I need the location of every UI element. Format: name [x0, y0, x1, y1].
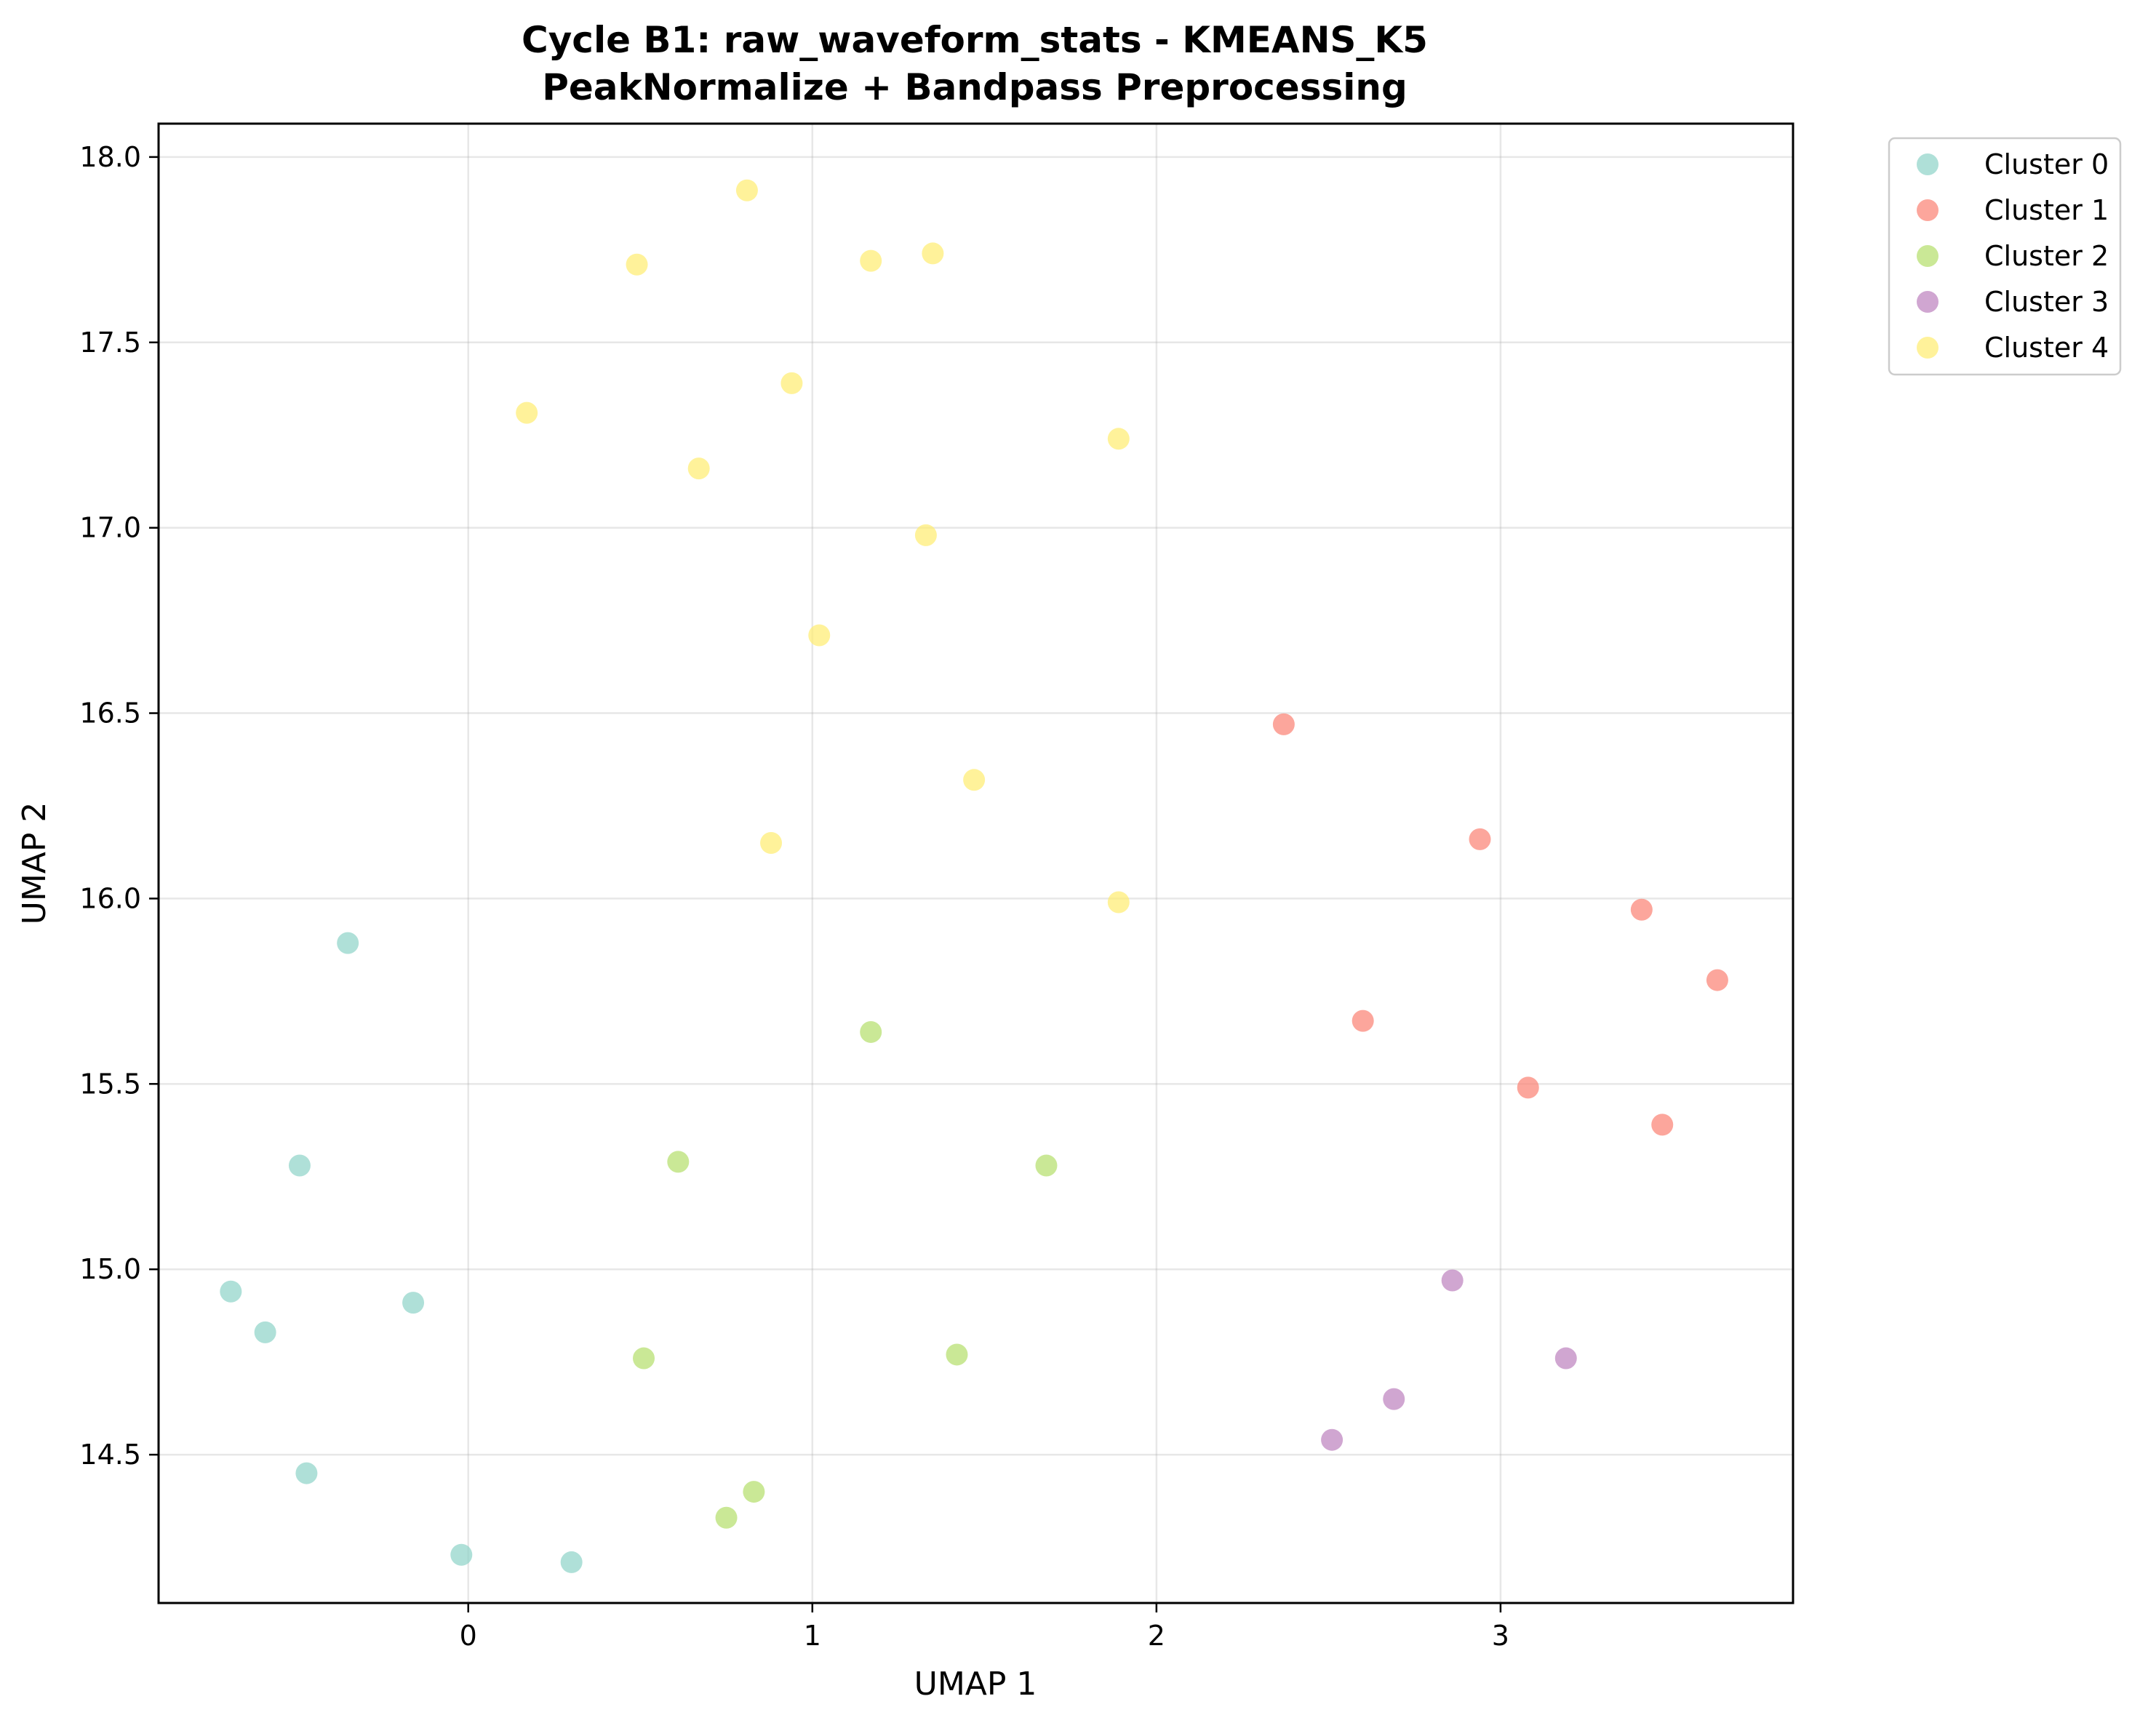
cluster-2-point [946, 1343, 968, 1366]
legend-label-cluster-3: Cluster 3 [1984, 286, 2109, 318]
cluster-1-point [1272, 713, 1295, 735]
y-tick-label: 18.0 [79, 141, 141, 173]
cluster-3-point [1554, 1347, 1577, 1370]
cluster-4-point [516, 401, 538, 424]
y-tick-label: 17.5 [79, 327, 141, 359]
cluster-0-point [402, 1292, 425, 1314]
legend-marker-cluster-1 [1917, 199, 1939, 221]
cluster-2-point [860, 1020, 882, 1043]
data-points [220, 179, 1728, 1573]
cluster-4-point [922, 242, 944, 265]
cluster-1-point [1630, 898, 1653, 921]
cluster-3-point [1441, 1269, 1464, 1292]
legend-marker-cluster-3 [1917, 291, 1939, 313]
cluster-2-point [715, 1506, 738, 1529]
chart-title-line-2: PeakNormalize + Bandpass Preprocessing [542, 66, 1408, 108]
legend-box [1888, 137, 2122, 376]
cluster-4-point [735, 179, 758, 201]
legend: Cluster 0 Cluster 1 Cluster 2 Cluster 3 Clus… [1888, 137, 2122, 376]
grid [159, 124, 1793, 1603]
cluster-1-point [1517, 1076, 1539, 1099]
cluster-4-point [626, 253, 648, 276]
legend-label-cluster-1: Cluster 1 [1984, 194, 2109, 226]
y-tick-label: 15.5 [79, 1068, 141, 1100]
cluster-4-point [760, 831, 783, 854]
y-tick-label: 14.5 [79, 1439, 141, 1471]
cluster-0-point [337, 932, 359, 954]
cluster-2-point [667, 1151, 690, 1173]
x-axis-label: UMAP 1 [914, 1666, 1037, 1703]
cluster-1-point [1706, 969, 1728, 991]
cluster-4-point [914, 524, 937, 546]
legend-label-cluster-0: Cluster 0 [1984, 148, 2109, 180]
cluster-2-point [633, 1347, 655, 1370]
cluster-2-point [1035, 1154, 1058, 1177]
legend-marker-cluster-0 [1917, 153, 1939, 175]
plot-frame [157, 122, 1794, 1604]
cluster-0-point [295, 1462, 318, 1484]
x-tick-label: 2 [1148, 1620, 1165, 1652]
legend-label-cluster-4: Cluster 4 [1984, 332, 2109, 364]
cluster-1-point [1352, 1010, 1374, 1032]
cluster-4-point [808, 624, 831, 647]
cluster-3-point [1321, 1428, 1343, 1451]
y-tick-label: 16.5 [79, 697, 141, 729]
chart-title-line-1: Cycle B1: raw_waveform_stats - KMEANS_K5 [522, 19, 1428, 61]
cluster-4-point [860, 249, 882, 272]
legend-marker-cluster-2 [1917, 245, 1939, 267]
cluster-0-point [220, 1280, 242, 1303]
cluster-1-point [1469, 828, 1491, 850]
cluster-4-point [1107, 428, 1130, 450]
cluster-4-point [687, 457, 710, 480]
x-tick-label: 3 [1492, 1620, 1509, 1652]
y-tick-label: 15.0 [79, 1253, 141, 1285]
x-tick-label: 1 [804, 1620, 821, 1652]
axis-ticks: 0 1 2 3 14.5 15.0 15.5 16.0 16.5 17.0 17.5 18.0 [79, 141, 1509, 1652]
cluster-0-point [560, 1551, 583, 1573]
cluster-0-point [288, 1154, 311, 1177]
cluster-1-point [1651, 1114, 1674, 1136]
cluster-4-point [780, 372, 803, 394]
cluster-3-point [1383, 1388, 1405, 1410]
legend-marker-cluster-4 [1917, 337, 1939, 359]
cluster-2-point [743, 1481, 765, 1503]
cluster-4-point [963, 769, 986, 791]
y-axis-label: UMAP 2 [16, 802, 53, 925]
x-tick-label: 0 [460, 1620, 477, 1652]
cluster-4-point [1107, 891, 1130, 914]
cluster-0-point [254, 1321, 276, 1343]
legend-label-cluster-2: Cluster 2 [1984, 240, 2109, 272]
y-tick-label: 17.0 [79, 512, 141, 544]
y-tick-label: 16.0 [79, 882, 141, 914]
cluster-0-point [450, 1543, 473, 1566]
